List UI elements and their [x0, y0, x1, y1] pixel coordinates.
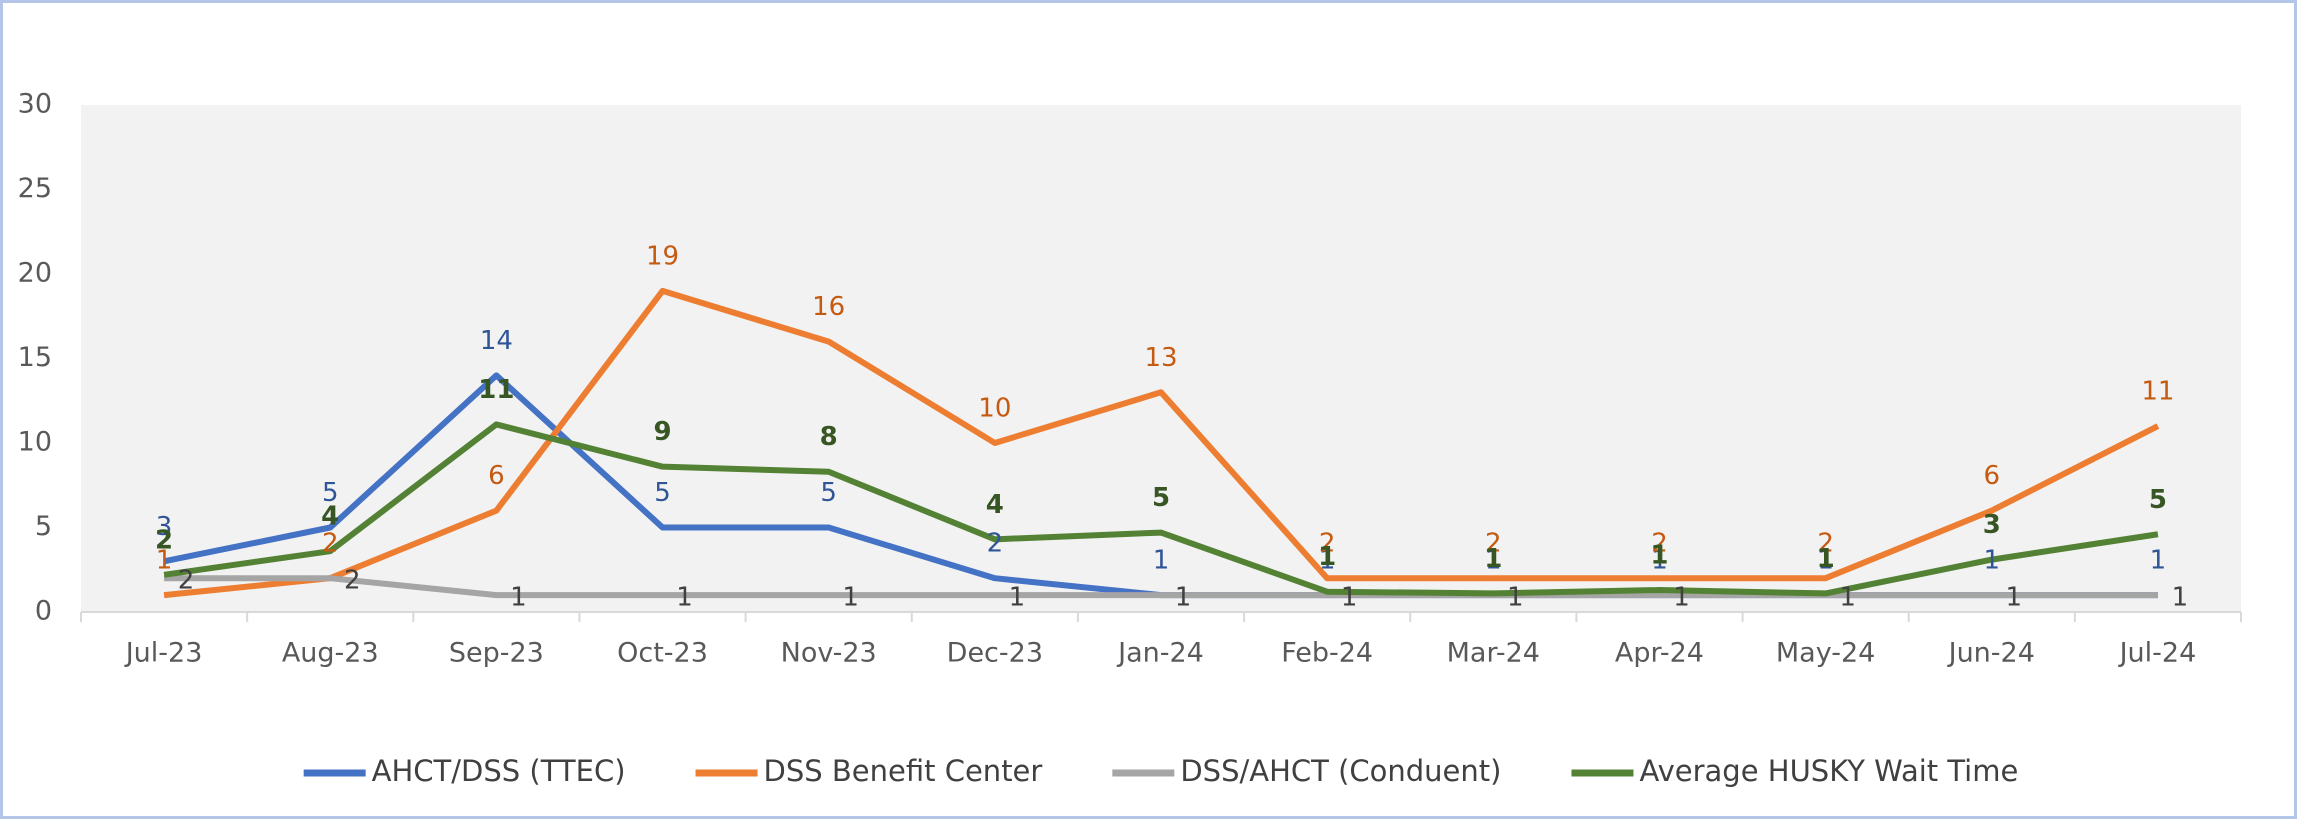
x-tick-label: Dec-23: [947, 638, 1043, 669]
x-tick-label: Sep-23: [449, 638, 544, 669]
data-label: 1: [1318, 542, 1336, 572]
y-tick-label: 30: [18, 89, 52, 120]
data-label: 2: [155, 525, 173, 555]
series-line: [163, 421, 2159, 597]
data-label: 2: [1817, 529, 1834, 559]
x-tick-label: Mar-24: [1447, 638, 1540, 669]
x-tick-label: Apr-24: [1615, 638, 1704, 669]
data-label: 1: [1817, 544, 1835, 574]
data-label: 5: [820, 478, 837, 508]
x-tick-label: Feb-24: [1281, 638, 1373, 669]
data-label: 14: [480, 326, 513, 356]
data-label: 1: [1153, 546, 1170, 576]
data-label: 1: [1507, 583, 1524, 613]
data-label: 9: [653, 417, 671, 447]
data-label: 11: [2141, 377, 2174, 407]
data-label: 19: [646, 241, 679, 271]
data-label: 1: [1651, 546, 1668, 576]
legend-label: DSS Benefit Center: [764, 754, 1043, 788]
data-label: 1: [1839, 583, 1856, 613]
legend-label: AHCT/DSS (TTEC): [372, 754, 626, 788]
x-tick-label: Jul-24: [2118, 638, 2197, 669]
data-label: 4: [986, 490, 1004, 520]
data-label: 1: [1319, 546, 1336, 576]
y-tick-label: 20: [18, 258, 52, 289]
x-tick-label: Aug-23: [282, 638, 379, 669]
data-label: 1: [1673, 583, 1690, 613]
data-label: 5: [322, 478, 339, 508]
data-label: 11: [478, 375, 514, 405]
x-tick-label: Jul-23: [124, 638, 203, 669]
data-label: 2: [987, 529, 1004, 559]
data-label: 4: [321, 502, 339, 532]
data-label: 8: [820, 422, 838, 452]
data-label: 1: [2172, 583, 2189, 613]
data-label: 1: [1484, 544, 1502, 574]
data-label: 2: [178, 566, 195, 596]
data-label: 6: [1983, 461, 2000, 491]
data-label: 2: [1651, 529, 1668, 559]
legend-label: DSS/AHCT (Conduent): [1180, 754, 1501, 788]
y-tick-label: 0: [35, 596, 52, 627]
data-label: 1: [1650, 541, 1668, 571]
y-tick-label: 10: [18, 427, 52, 458]
legend: AHCT/DSS (TTEC) DSS Benefit Center DSS/AHC…: [303, 754, 2018, 788]
data-label: 3: [156, 512, 173, 542]
data-label: 1: [1009, 583, 1026, 613]
data-label: 1: [842, 583, 859, 613]
data-label: 1: [510, 583, 527, 613]
data-label: 1: [1175, 583, 1192, 613]
legend-label: Average HUSKY Wait Time: [1639, 754, 2018, 788]
x-tick-label: Jan-24: [1116, 638, 1204, 669]
data-label: 1: [1341, 583, 1358, 613]
data-label: 2: [322, 529, 339, 559]
x-tick-label: Nov-23: [781, 638, 877, 669]
data-label: 3: [1983, 510, 2001, 540]
data-label: 1: [156, 546, 173, 576]
data-label: 5: [2149, 485, 2167, 515]
data-label: 1: [1817, 546, 1834, 576]
y-tick-label: 25: [18, 173, 52, 204]
data-label: 1: [676, 583, 693, 613]
x-tick-label: May-24: [1776, 638, 1875, 669]
data-label: 2: [1319, 529, 1336, 559]
data-label: 16: [812, 292, 845, 322]
plot-area: [81, 105, 2241, 612]
data-label: 1: [2005, 583, 2022, 613]
data-label: 1: [1983, 546, 2000, 576]
x-tick-label: Jun-24: [1947, 638, 2035, 669]
y-tick-label: 15: [18, 342, 52, 373]
series-line: [163, 287, 2160, 599]
data-label: 5: [1152, 483, 1170, 513]
data-label: 13: [1144, 343, 1177, 373]
data-label: 2: [1485, 529, 1502, 559]
data-label: 1: [1485, 546, 1502, 576]
x-tick-label: Oct-23: [617, 638, 708, 669]
y-tick-label: 5: [35, 511, 52, 542]
data-label: 1: [2150, 546, 2167, 576]
data-label: 10: [978, 394, 1011, 424]
data-label: 6: [488, 461, 505, 491]
data-label: 5: [654, 478, 671, 508]
data-label: 2: [344, 566, 361, 596]
